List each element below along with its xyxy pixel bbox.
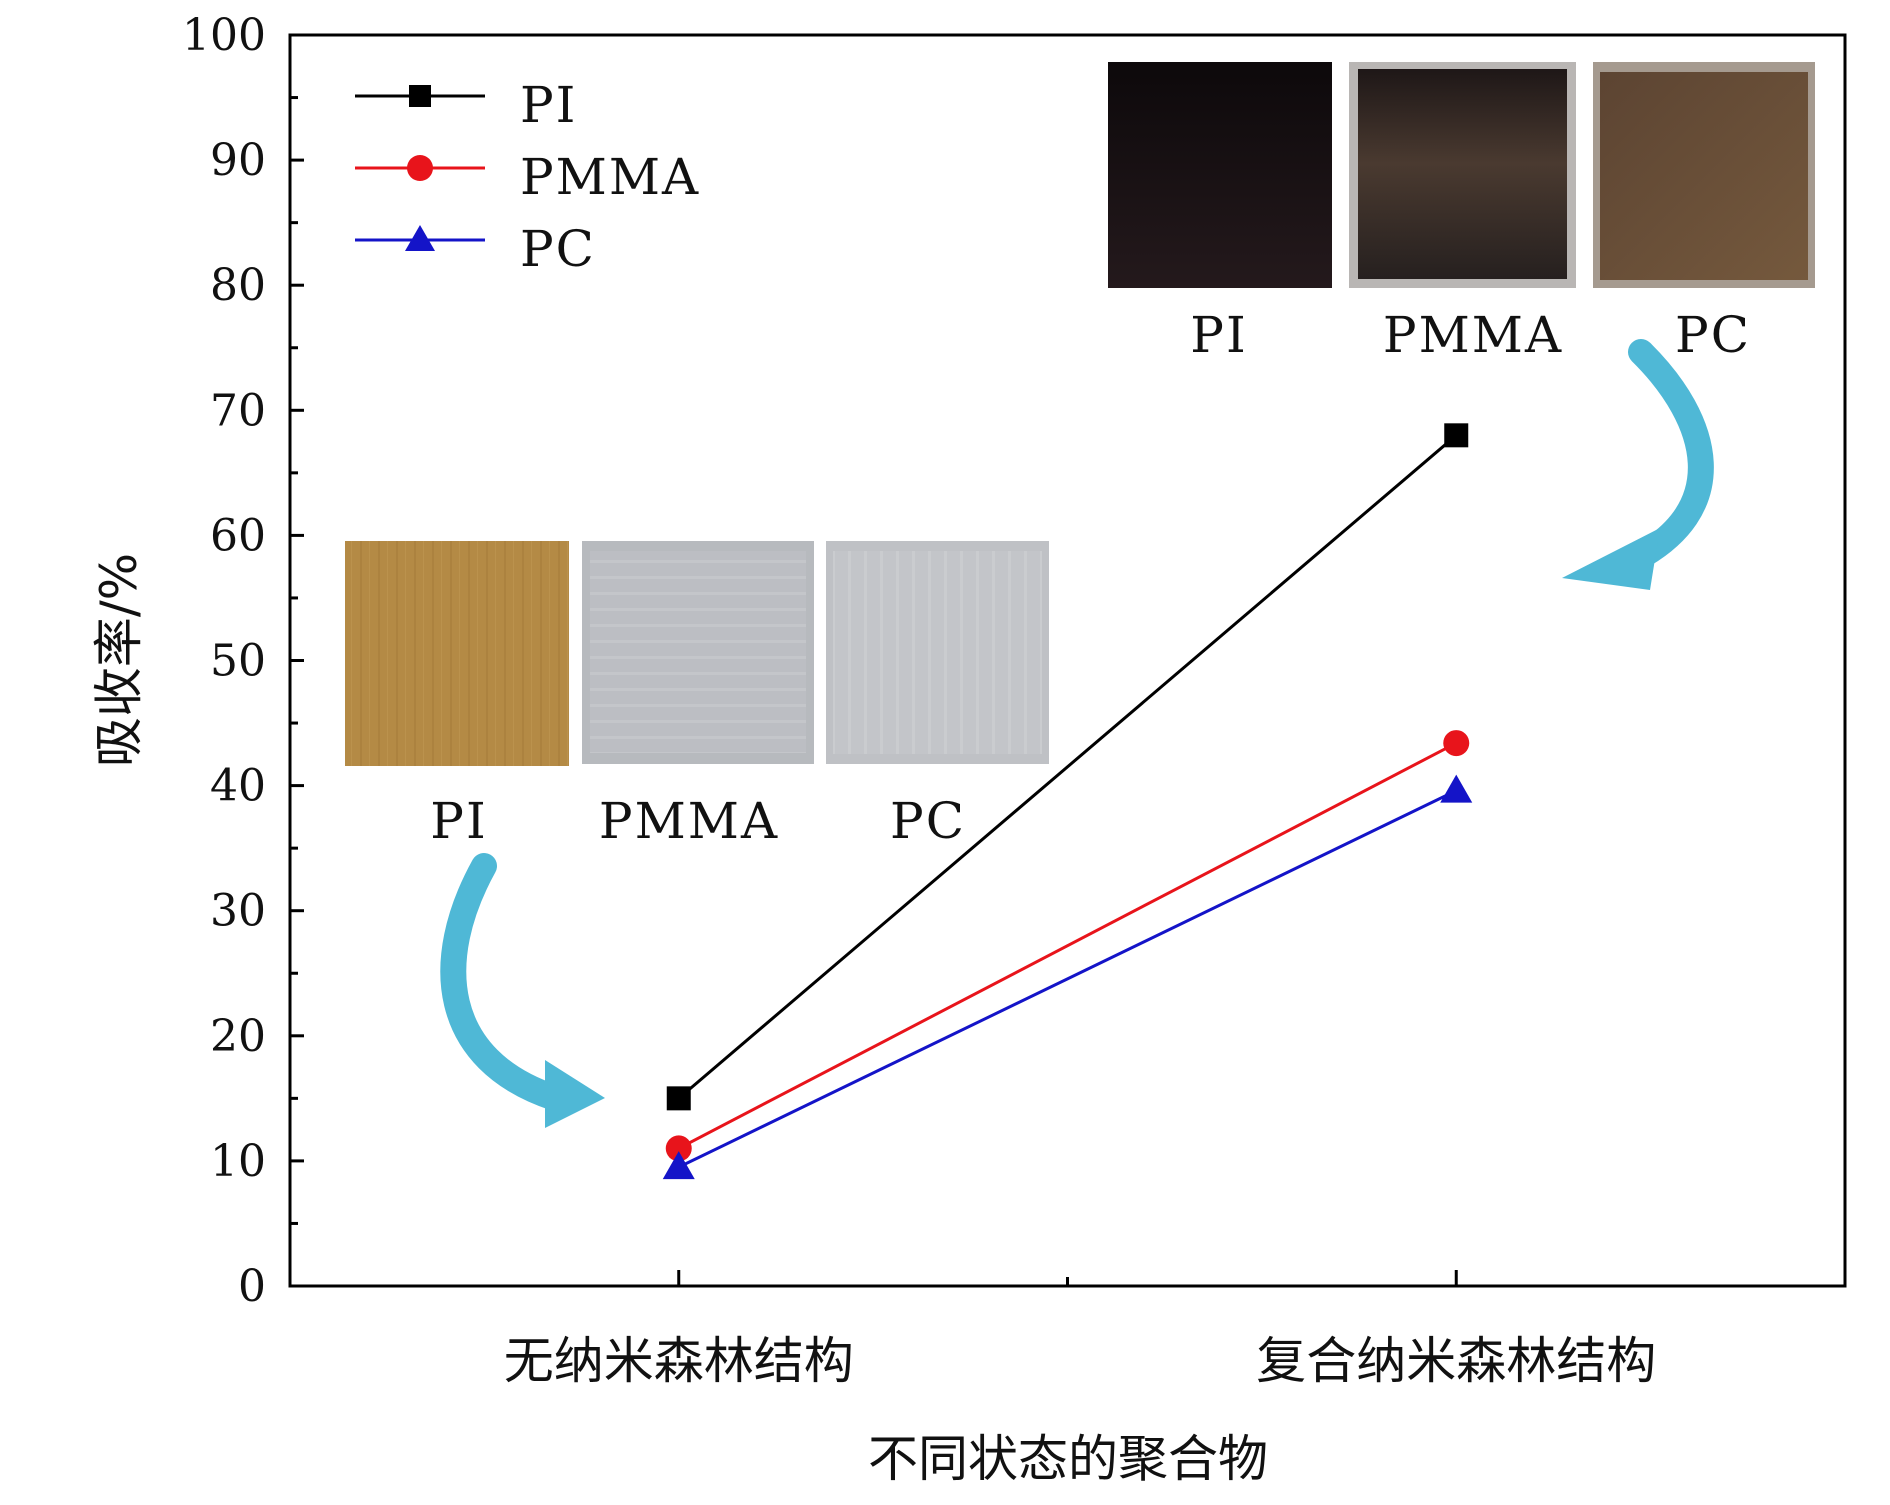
legend-marker-pmma [407, 155, 433, 181]
photo-after-pi [1108, 62, 1332, 288]
inset-before: PI PMMA PC [345, 541, 1049, 850]
point-pmma [665, 1135, 692, 1162]
legend-label-pc: PC [520, 220, 596, 278]
photo-after-pc-inner [1600, 72, 1808, 280]
x-tick-label: 复合纳米森林结构 [1256, 1332, 1656, 1390]
y-tick-label: 20 [210, 1011, 266, 1062]
y-axis-ticks: 0 10 20 30 40 50 60 70 80 90 100 [182, 10, 304, 1312]
series-line-pi [677, 434, 1458, 1100]
arrow-after-curve [1617, 339, 1714, 575]
legend-marker-pi [409, 85, 431, 107]
point-pc [662, 1151, 695, 1180]
y-tick-label: 30 [210, 886, 266, 937]
point-pmma [1443, 730, 1470, 757]
photo-before-pi [345, 541, 569, 766]
photo-label-before-pi: PI [430, 792, 487, 850]
series-line-pmma [678, 741, 1457, 1150]
arrow-before-head [545, 1060, 605, 1128]
photo-before-pc-inner [833, 551, 1042, 754]
y-tick-label: 90 [210, 135, 266, 186]
y-axis-title: 吸收率/% [90, 553, 148, 767]
photo-before-pmma-inner [590, 551, 806, 753]
y-tick-label: 80 [210, 260, 266, 311]
y-tick-label: 40 [210, 761, 266, 812]
inset-after: PI PMMA PC [1108, 62, 1815, 364]
legend-label-pmma: PMMA [520, 148, 700, 206]
point-pi [1444, 423, 1469, 448]
y-tick-label: 70 [210, 385, 266, 436]
legend: PI PMMA PC [355, 76, 700, 278]
y-tick-label: 50 [210, 636, 266, 687]
x-axis-title: 不同状态的聚合物 [868, 1430, 1268, 1488]
arrow-before-curve [440, 853, 568, 1111]
photo-label-after-pmma: PMMA [1383, 306, 1563, 364]
curved-arrows [440, 339, 1714, 1128]
y-tick-label: 0 [238, 1261, 266, 1312]
x-axis-ticks: 无纳米森林结构 复合纳米森林结构 [504, 1270, 1656, 1390]
y-tick-label: 100 [182, 10, 266, 61]
series-line-pc [678, 789, 1457, 1169]
photo-label-after-pi: PI [1190, 306, 1247, 364]
photo-label-before-pc: PC [890, 792, 966, 850]
y-tick-label: 10 [210, 1136, 266, 1187]
photo-label-after-pc: PC [1675, 306, 1751, 364]
legend-label-pi: PI [520, 76, 577, 134]
point-pi [666, 1086, 691, 1111]
photo-after-pmma-inner [1358, 69, 1567, 279]
y-tick-label: 60 [210, 510, 266, 561]
series-layer [662, 423, 1473, 1180]
point-pc [1440, 774, 1473, 803]
arrow-after-head [1562, 528, 1660, 590]
x-tick-label: 无纳米森林结构 [504, 1332, 854, 1390]
legend-marker-pc [405, 225, 435, 251]
photo-label-before-pmma: PMMA [599, 792, 779, 850]
